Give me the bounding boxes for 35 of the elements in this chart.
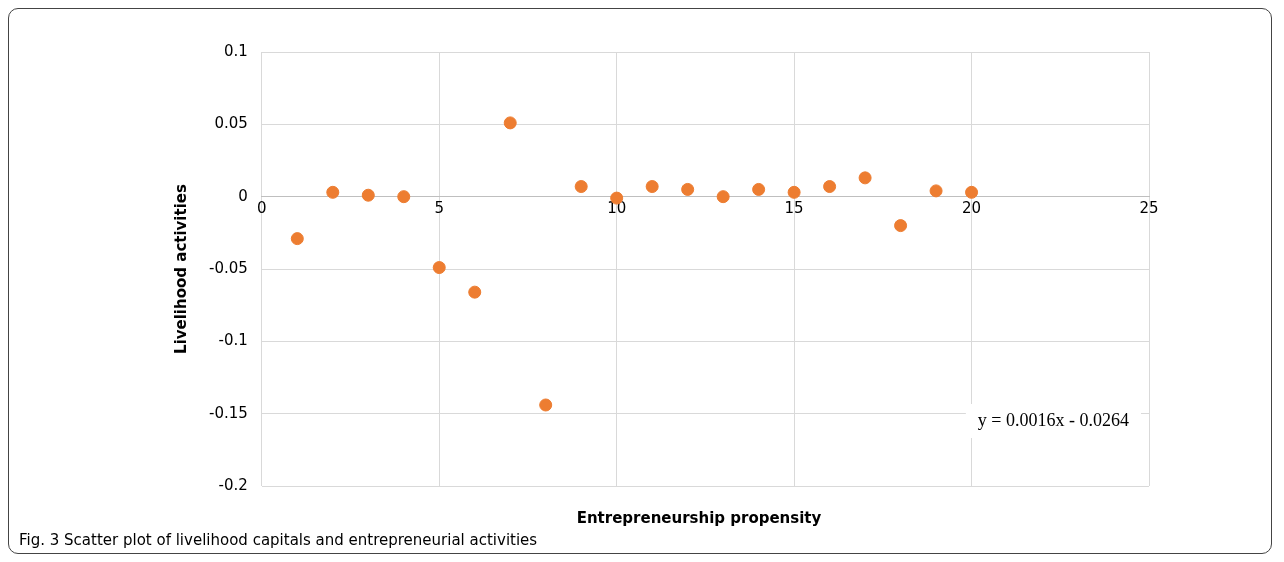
y-tick-label: 0.1: [223, 41, 248, 60]
y-tick-label: -0.2: [218, 475, 248, 494]
point: [397, 190, 411, 204]
y-tick-label: -0.1: [218, 331, 248, 350]
point: [361, 188, 375, 202]
point: [326, 185, 340, 199]
point: [929, 184, 943, 198]
y-tick-label: 0: [238, 186, 248, 205]
point: [645, 180, 659, 194]
x-axis-title: Entrepreneurship propensity: [575, 509, 823, 527]
point: [574, 180, 588, 194]
point: [823, 180, 837, 194]
x-tick-label: 25: [1139, 198, 1159, 217]
point: [965, 185, 979, 199]
annotation: y = 0.0016x - 0.0264: [977, 409, 1130, 430]
point: [290, 232, 304, 246]
point: [787, 185, 801, 199]
point: [894, 219, 908, 233]
point: [858, 171, 872, 185]
point: [681, 182, 695, 196]
y-tick-label: -0.15: [209, 403, 248, 422]
point: [716, 190, 730, 204]
y-axis-title: Livelihood activities: [171, 184, 190, 354]
y-tick-label: -0.05: [209, 258, 248, 277]
point: [468, 285, 482, 299]
y-tick-label: 0.05: [214, 114, 248, 133]
x-tick-label: 5: [434, 198, 445, 217]
point: [432, 261, 446, 275]
caption: Fig. 3 Scatter plot of livelihood capitals and entrepreneurial activities: [18, 530, 539, 551]
x-tick-label: 0: [257, 198, 267, 217]
point: [539, 398, 553, 412]
point: [503, 116, 517, 130]
x-tick-label: 15: [784, 198, 804, 217]
point: [752, 182, 766, 196]
x-tick-label: 20: [962, 198, 982, 217]
